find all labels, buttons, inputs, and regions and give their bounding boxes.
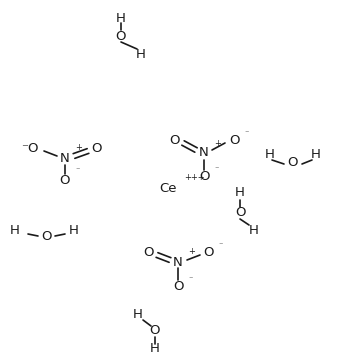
Text: ⁻: ⁻: [214, 164, 219, 174]
Text: ⁻: ⁻: [188, 274, 192, 284]
Text: H: H: [150, 343, 160, 355]
Text: ⁻O: ⁻O: [21, 142, 39, 155]
Text: H: H: [136, 48, 146, 61]
Text: ⁻: ⁻: [244, 129, 248, 138]
Text: H: H: [235, 187, 245, 200]
Text: O: O: [41, 231, 51, 244]
Text: O: O: [288, 156, 298, 170]
Text: O: O: [173, 280, 183, 293]
Text: N: N: [199, 147, 209, 159]
Text: O: O: [203, 245, 213, 258]
Text: O: O: [60, 174, 70, 187]
Text: H: H: [311, 148, 321, 162]
Text: H: H: [10, 224, 20, 237]
Text: O: O: [143, 245, 153, 258]
Text: ⁻: ⁻: [75, 166, 79, 175]
Text: H: H: [265, 148, 275, 162]
Text: H: H: [116, 12, 126, 24]
Text: O: O: [116, 29, 126, 42]
Text: N: N: [60, 151, 70, 164]
Text: H: H: [249, 224, 259, 237]
Text: Ce: Ce: [159, 182, 177, 195]
Text: +: +: [188, 248, 195, 257]
Text: +++: +++: [184, 174, 205, 183]
Text: O: O: [199, 170, 209, 183]
Text: H: H: [69, 224, 79, 237]
Text: O: O: [169, 134, 179, 147]
Text: O: O: [235, 207, 245, 220]
Text: N: N: [173, 256, 183, 269]
Text: O: O: [150, 323, 160, 337]
Text: H: H: [133, 309, 143, 322]
Text: +: +: [214, 139, 221, 147]
Text: +: +: [75, 143, 82, 152]
Text: ⁻: ⁻: [218, 241, 222, 249]
Text: O: O: [91, 142, 101, 155]
Text: O: O: [229, 134, 239, 147]
